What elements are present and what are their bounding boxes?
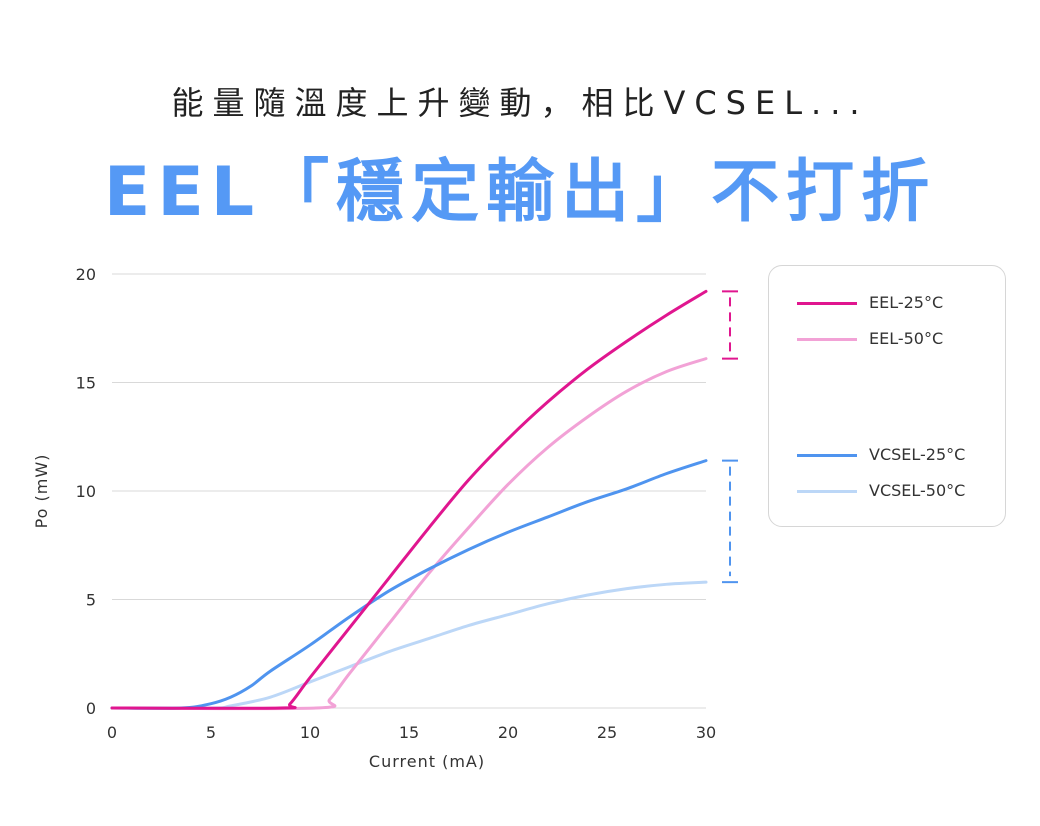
- page-subtitle: 能量隨溫度上升變動，相比VCSEL...: [171, 84, 869, 122]
- legend-label: VCSEL-25°C: [869, 445, 966, 464]
- series-line-vcsel-25-c: [110, 459, 708, 710]
- legend-swatch: [797, 490, 857, 493]
- y-axis-label: Po (mW): [32, 454, 51, 529]
- y-tick-label: 15: [76, 374, 96, 393]
- x-tick-label: 5: [206, 723, 216, 742]
- x-tick-label: 10: [300, 723, 320, 742]
- legend-swatch: [797, 338, 857, 341]
- x-axis-label: Current (mA): [369, 752, 485, 771]
- y-tick-label: 5: [86, 591, 96, 610]
- y-tick-label: 20: [76, 265, 96, 284]
- series-line-eel-50-c: [110, 357, 708, 711]
- legend-label: VCSEL-50°C: [869, 481, 966, 500]
- x-tick-label: 20: [498, 723, 518, 742]
- y-tick-label: 0: [86, 699, 96, 718]
- y-tick-label: 10: [76, 482, 96, 501]
- axis-ticks: 0 5 10 15 20 0 5 10 15 20 25 30: [76, 265, 717, 742]
- x-tick-label: 25: [597, 723, 617, 742]
- x-tick-label: 15: [399, 723, 419, 742]
- legend-swatch: [797, 302, 857, 305]
- legend-swatch: [797, 454, 857, 457]
- legend-label: EEL-50°C: [869, 329, 944, 348]
- series-layer: [110, 289, 708, 711]
- annotations: [722, 290, 738, 584]
- x-tick-label: 0: [107, 723, 117, 742]
- legend-label: EEL-25°C: [869, 293, 944, 312]
- page-title: EEL「穩定輸出」不打折: [103, 153, 937, 232]
- x-tick-label: 30: [696, 723, 716, 742]
- series-line-eel-25-c: [110, 289, 708, 710]
- series-line-vcsel-50-c: [110, 580, 708, 710]
- chart-legend: EEL-25°C EEL-50°C VCSEL-25°C VCSEL-50°C: [768, 265, 1006, 527]
